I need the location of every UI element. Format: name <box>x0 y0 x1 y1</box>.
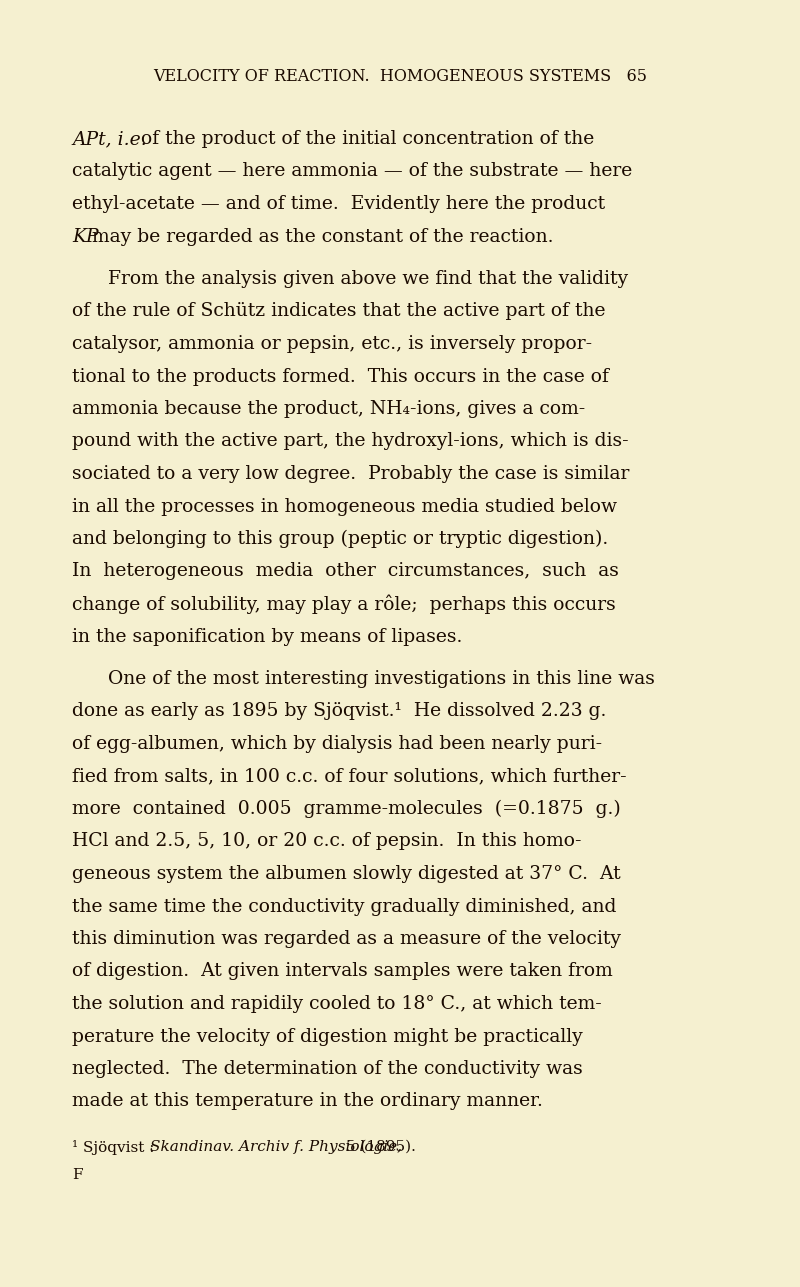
Text: HCl and 2.5, 5, 10, or 20 c.c. of pepsin.  In this homo-: HCl and 2.5, 5, 10, or 20 c.c. of pepsin… <box>72 833 582 851</box>
Text: the same time the conductivity gradually diminished, and: the same time the conductivity gradually… <box>72 897 616 915</box>
Text: this diminution was regarded as a measure of the velocity: this diminution was regarded as a measur… <box>72 931 621 949</box>
Text: in the saponification by means of lipases.: in the saponification by means of lipase… <box>72 628 462 646</box>
Text: and belonging to this group (peptic or tryptic digestion).: and belonging to this group (peptic or t… <box>72 530 608 548</box>
Text: VELOCITY OF REACTION.  HOMOGENEOUS SYSTEMS   65: VELOCITY OF REACTION. HOMOGENEOUS SYSTEM… <box>153 68 647 85</box>
Text: perature the velocity of digestion might be practically: perature the velocity of digestion might… <box>72 1027 582 1045</box>
Text: In  heterogeneous  media  other  circumstances,  such  as: In heterogeneous media other circumstanc… <box>72 562 619 580</box>
Text: APt, i.e.: APt, i.e. <box>72 130 146 148</box>
Text: fied from salts, in 100 c.c. of four solutions, which further-: fied from salts, in 100 c.c. of four sol… <box>72 767 626 785</box>
Text: 5 (1895).: 5 (1895). <box>342 1140 416 1154</box>
Text: From the analysis given above we find that the validity: From the analysis given above we find th… <box>108 270 628 288</box>
Text: may be regarded as the constant of the reaction.: may be regarded as the constant of the r… <box>86 228 554 246</box>
Text: in all the processes in homogeneous media studied below: in all the processes in homogeneous medi… <box>72 498 617 516</box>
Text: ¹ Sjöqvist :: ¹ Sjöqvist : <box>72 1140 159 1154</box>
Text: KP: KP <box>72 228 98 246</box>
Text: of the product of the initial concentration of the: of the product of the initial concentrat… <box>135 130 594 148</box>
Text: more  contained  0.005  gramme-molecules  (=0.1875  g.): more contained 0.005 gramme-molecules (=… <box>72 801 621 819</box>
Text: sociated to a very low degree.  Probably the case is similar: sociated to a very low degree. Probably … <box>72 465 630 483</box>
Text: of egg-albumen, which by dialysis had been nearly puri-: of egg-albumen, which by dialysis had be… <box>72 735 602 753</box>
Text: done as early as 1895 by Sjöqvist.¹  He dissolved 2.23 g.: done as early as 1895 by Sjöqvist.¹ He d… <box>72 703 606 721</box>
Text: the solution and rapidily cooled to 18° C., at which tem-: the solution and rapidily cooled to 18° … <box>72 995 602 1013</box>
Text: tional to the products formed.  This occurs in the case of: tional to the products formed. This occu… <box>72 368 609 386</box>
Text: made at this temperature in the ordinary manner.: made at this temperature in the ordinary… <box>72 1093 543 1111</box>
Text: pound with the active part, the hydroxyl-ions, which is dis-: pound with the active part, the hydroxyl… <box>72 432 629 450</box>
Text: catalytic agent — here ammonia — of the substrate — here: catalytic agent — here ammonia — of the … <box>72 162 632 180</box>
Text: ethyl-acetate — and of time.  Evidently here the product: ethyl-acetate — and of time. Evidently h… <box>72 196 605 214</box>
Text: One of the most interesting investigations in this line was: One of the most interesting investigatio… <box>108 671 655 689</box>
Text: geneous system the albumen slowly digested at 37° C.  At: geneous system the albumen slowly digest… <box>72 865 621 883</box>
Text: F: F <box>72 1167 82 1181</box>
Text: of the rule of Schütz indicates that the active part of the: of the rule of Schütz indicates that the… <box>72 302 606 320</box>
Text: of digestion.  At given intervals samples were taken from: of digestion. At given intervals samples… <box>72 963 613 981</box>
Text: change of solubility, may play a rôle;  perhaps this occurs: change of solubility, may play a rôle; p… <box>72 595 616 614</box>
Text: Skandinav. Archiv f. Physiologie,: Skandinav. Archiv f. Physiologie, <box>150 1140 402 1154</box>
Text: ammonia because the product, NH₄-ions, gives a com-: ammonia because the product, NH₄-ions, g… <box>72 400 586 418</box>
Text: catalysor, ammonia or pepsin, etc., is inversely propor-: catalysor, ammonia or pepsin, etc., is i… <box>72 335 592 353</box>
Text: neglected.  The determination of the conductivity was: neglected. The determination of the cond… <box>72 1060 582 1079</box>
